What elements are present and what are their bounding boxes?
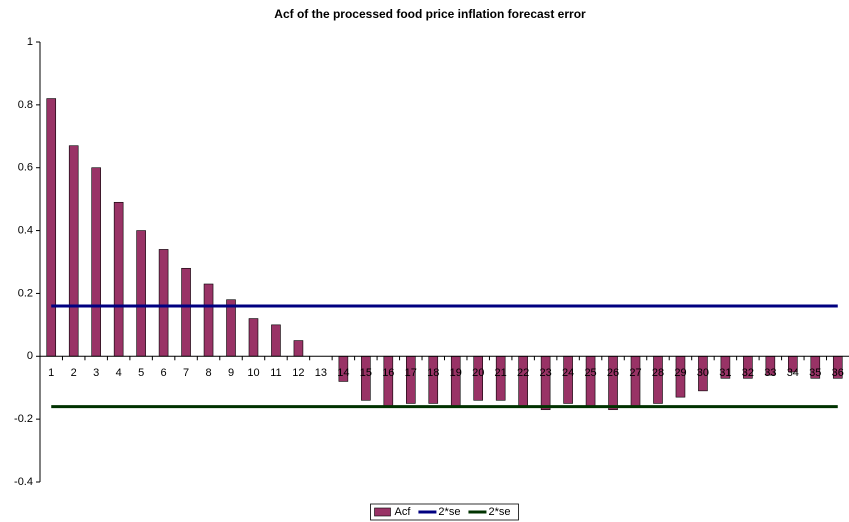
bar bbox=[405, 355, 416, 404]
x-tick-label: 31 bbox=[719, 367, 731, 379]
x-tick-label: 33 bbox=[764, 367, 776, 379]
x-tick-label: 28 bbox=[652, 367, 664, 379]
bar bbox=[248, 318, 259, 357]
bar bbox=[630, 355, 641, 407]
x-tick-label: 17 bbox=[405, 367, 417, 379]
x-tick-label: 5 bbox=[138, 367, 144, 379]
bar bbox=[136, 230, 146, 357]
legend: Acf 2*se 2*se bbox=[374, 506, 510, 518]
legend-box bbox=[370, 503, 519, 521]
x-tick-label: 12 bbox=[292, 367, 304, 379]
x-tick-label: 3 bbox=[93, 367, 99, 379]
y-tick-label: -0.2 bbox=[14, 413, 33, 425]
x-tick-label: 21 bbox=[495, 367, 507, 379]
legend-label: Acf bbox=[395, 506, 412, 518]
bar bbox=[91, 167, 101, 357]
x-tick-label: 29 bbox=[674, 367, 686, 379]
y-tick-label: 0.6 bbox=[18, 162, 33, 174]
y-tick-label: 0 bbox=[27, 350, 33, 362]
x-tick-label: 34 bbox=[787, 367, 799, 379]
x-tick-label: 26 bbox=[607, 367, 619, 379]
x-tick-label: 32 bbox=[742, 367, 754, 379]
x-tick-label: 24 bbox=[562, 367, 574, 379]
legend-label: 2*se bbox=[438, 506, 460, 518]
x-tick-label: 4 bbox=[116, 367, 122, 379]
y-tick-label: -0.4 bbox=[14, 476, 33, 488]
bar bbox=[293, 340, 304, 357]
bar bbox=[46, 98, 57, 357]
x-tick-label: 1 bbox=[48, 367, 54, 379]
bar bbox=[113, 201, 124, 357]
bar bbox=[428, 355, 439, 404]
legend-item: Acf bbox=[374, 506, 412, 518]
x-tick-label: 23 bbox=[540, 367, 552, 379]
bar bbox=[450, 355, 461, 407]
y-tick-label: 0.8 bbox=[18, 99, 33, 111]
x-tick-label: 22 bbox=[517, 367, 529, 379]
bar bbox=[540, 355, 551, 411]
chart-title: Acf of the processed food price inflatio… bbox=[274, 7, 586, 21]
bar bbox=[518, 355, 528, 407]
x-tick-label: 20 bbox=[472, 367, 484, 379]
bar bbox=[68, 145, 79, 357]
legend-label: 2*se bbox=[488, 506, 510, 518]
bar bbox=[653, 355, 663, 404]
x-tick-label: 15 bbox=[360, 367, 372, 379]
x-tick-label: 25 bbox=[584, 367, 596, 379]
bar bbox=[271, 324, 281, 357]
y-tick-label: 0.2 bbox=[18, 287, 33, 299]
x-tick-label: 18 bbox=[427, 367, 439, 379]
x-tick-label: 14 bbox=[337, 367, 349, 379]
x-tick-label: 10 bbox=[247, 367, 259, 379]
x-tick-label: 8 bbox=[205, 367, 211, 379]
bar bbox=[563, 355, 573, 404]
bar bbox=[585, 355, 596, 407]
x-tick-label: 6 bbox=[161, 367, 167, 379]
x-tick-label: 2 bbox=[71, 367, 77, 379]
x-tick-label: 27 bbox=[629, 367, 641, 379]
bar bbox=[181, 267, 191, 357]
bar bbox=[608, 355, 618, 411]
legend-swatch bbox=[374, 507, 391, 517]
x-tick-label: 11 bbox=[270, 367, 281, 379]
bar bbox=[158, 249, 169, 357]
legend-item: 2*se bbox=[418, 506, 460, 518]
x-tick-label: 19 bbox=[450, 367, 462, 379]
x-tick-label: 7 bbox=[183, 367, 189, 379]
x-tick-label: 16 bbox=[382, 367, 394, 379]
legend-item: 2*se bbox=[468, 506, 510, 518]
x-tick-label: 35 bbox=[809, 367, 821, 379]
bar bbox=[203, 283, 214, 357]
x-tick-label: 30 bbox=[697, 367, 709, 379]
bar bbox=[226, 299, 236, 357]
bar bbox=[383, 355, 394, 407]
x-tick-label: 9 bbox=[228, 367, 234, 379]
y-tick-label: 0.4 bbox=[18, 224, 33, 236]
y-tick-label: 1 bbox=[27, 36, 33, 48]
x-tick-label: 36 bbox=[832, 367, 844, 379]
x-tick-label: 13 bbox=[315, 367, 327, 379]
